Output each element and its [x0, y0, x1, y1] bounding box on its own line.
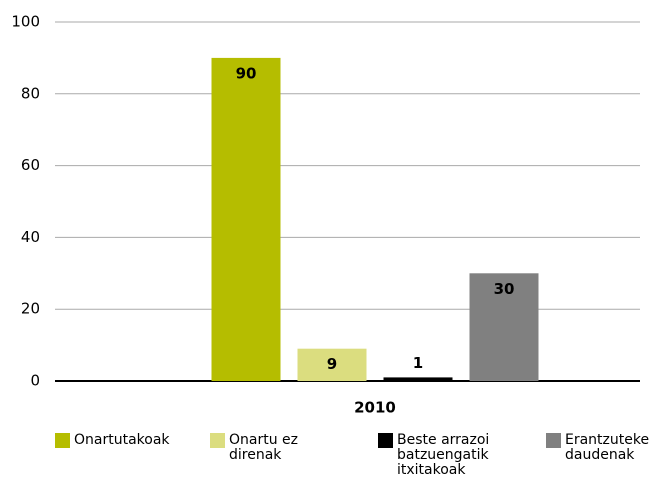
legend-label: Onartu ez direnak [229, 432, 299, 463]
y-tick-label: 100 [11, 13, 40, 31]
y-tick-label: 40 [21, 228, 40, 246]
bar [383, 377, 453, 381]
y-tick-label: 80 [21, 84, 40, 102]
bar [469, 273, 539, 381]
legend-label: Beste arrazoi batzuengatik itxitakoak [397, 432, 490, 478]
chart: 0 20 40 60 80 100 2010 90 9 1 30 [11, 13, 640, 417]
bar [297, 348, 367, 381]
legend-label: Onartutakoak [74, 432, 170, 448]
legend-item: Onartutakoak [55, 433, 205, 448]
legend-swatch [546, 433, 561, 448]
y-tick-label: 60 [21, 156, 40, 174]
y-tick-label: 0 [30, 372, 40, 390]
bar [211, 57, 281, 382]
legend-item: Onartu ez direnak [210, 433, 310, 463]
legend-swatch [210, 433, 225, 448]
y-tick-label: 20 [21, 300, 40, 318]
x-tick-label: 2010 [354, 399, 396, 417]
legend-swatch [55, 433, 70, 448]
legend-label: Erantzuteke daudenak [565, 432, 650, 463]
legend-swatch [378, 433, 393, 448]
data-label: 9 [327, 355, 337, 373]
legend-item: Beste arrazoi batzuengatik itxitakoak [378, 433, 528, 478]
data-label: 30 [494, 280, 515, 298]
data-label: 90 [236, 64, 257, 82]
data-label: 1 [413, 354, 423, 372]
legend-item: Erantzuteke daudenak [546, 433, 652, 463]
